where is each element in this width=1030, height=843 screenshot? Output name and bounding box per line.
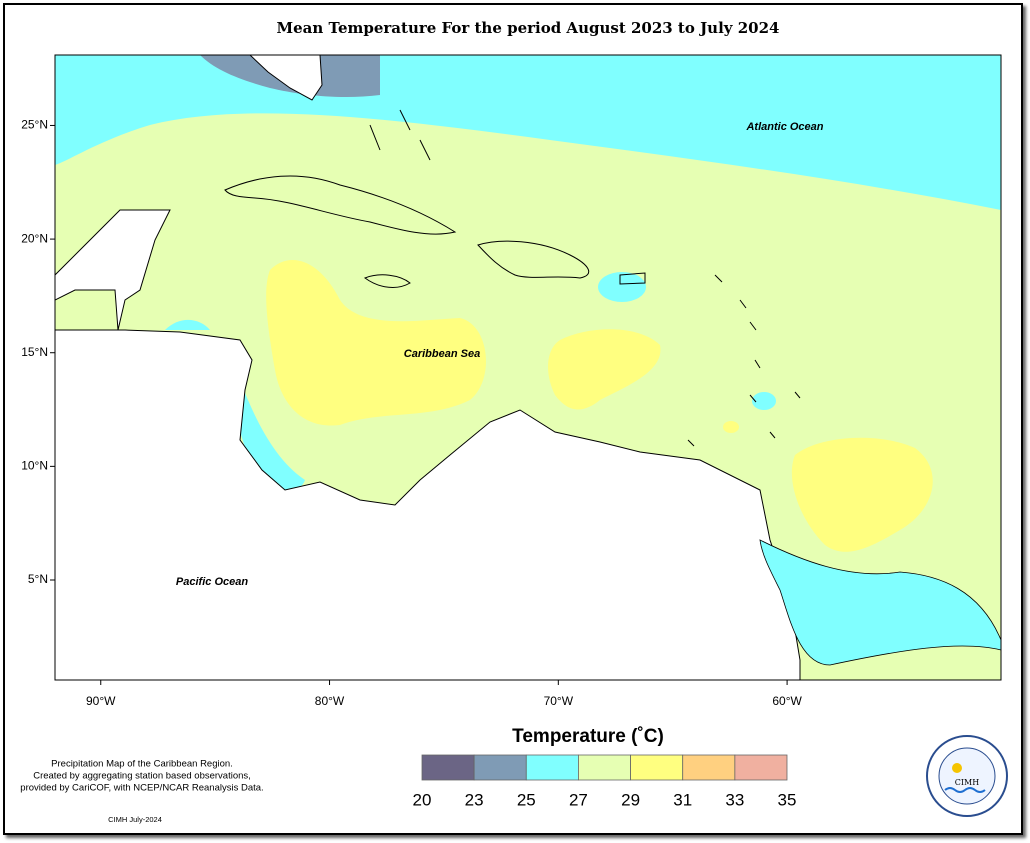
footnote-line: Precipitation Map of the Caribbean Regio… — [51, 759, 233, 770]
island — [224, 175, 457, 235]
credit: CIMH July-2024 — [108, 815, 162, 824]
map-border — [54, 54, 1002, 681]
legend-swatch — [578, 754, 631, 781]
temp-region — [791, 437, 933, 552]
ocean-label: Caribbean Sea — [404, 348, 480, 360]
temp-region — [266, 260, 487, 426]
legend-tick-label: 35 — [778, 790, 797, 809]
temp-region — [165, 319, 210, 330]
logo-text: CIMH — [955, 778, 979, 787]
temp-region — [598, 272, 646, 302]
temp-region — [55, 55, 1001, 210]
island — [619, 272, 646, 285]
island — [687, 274, 801, 447]
legend-swatch — [473, 754, 527, 781]
ocean-label: Pacific Ocean — [176, 576, 248, 588]
legend-swatch — [525, 754, 579, 781]
map: Atlantic Ocean Caribbean Sea Pacific Oce… — [55, 55, 1001, 680]
legend-tick-label: 29 — [621, 790, 640, 809]
temp-region — [723, 421, 739, 433]
y-tick-label: 25°N — [21, 118, 48, 132]
legend-swatch — [630, 754, 684, 781]
footnote-line: provided by CariCOF, with NCEP/NCAR Rean… — [20, 783, 263, 794]
temp-region — [759, 539, 1001, 666]
legend-tick-label: 33 — [725, 790, 744, 809]
legend-tick-label: 31 — [673, 790, 692, 809]
x-tick-label: 70°W — [544, 694, 574, 708]
land — [249, 55, 323, 101]
logo-wave — [944, 787, 986, 793]
island — [477, 240, 590, 279]
legend-tick-label: 23 — [465, 790, 484, 809]
ocean-label: Atlantic Ocean — [745, 121, 823, 133]
temp-region — [548, 329, 661, 410]
island — [363, 274, 411, 288]
x-tick-label: 80°W — [315, 694, 345, 708]
legend-swatch — [421, 754, 475, 781]
footnote-line: Created by aggregating station based obs… — [33, 771, 251, 782]
footnote: Precipitation Map of the Caribbean Regio… — [20, 759, 263, 824]
legend-tick-label: 25 — [517, 790, 536, 809]
map-title: Mean Temperature For the period August 2… — [277, 19, 780, 37]
legend-title: Temperature (˚C) — [512, 726, 664, 747]
temp-region — [752, 392, 776, 410]
island — [369, 109, 431, 161]
logo: CIMH — [926, 735, 1008, 817]
logo-sun — [952, 763, 962, 773]
legend-tick-label: 27 — [569, 790, 588, 809]
legend-swatch — [682, 754, 736, 781]
y-tick-label: 20°N — [21, 231, 48, 245]
legend-swatch — [734, 754, 788, 781]
frame — [3, 3, 1023, 835]
logo-inner — [938, 747, 996, 805]
x-tick-label: 60°W — [772, 694, 802, 708]
y-tick-label: 15°N — [21, 345, 48, 359]
x-tick-label: 90°W — [86, 694, 116, 708]
y-tick-label: 5°N — [28, 572, 48, 586]
legend-tick-label: 20 — [413, 790, 432, 809]
y-tick-label: 10°N — [21, 459, 48, 473]
